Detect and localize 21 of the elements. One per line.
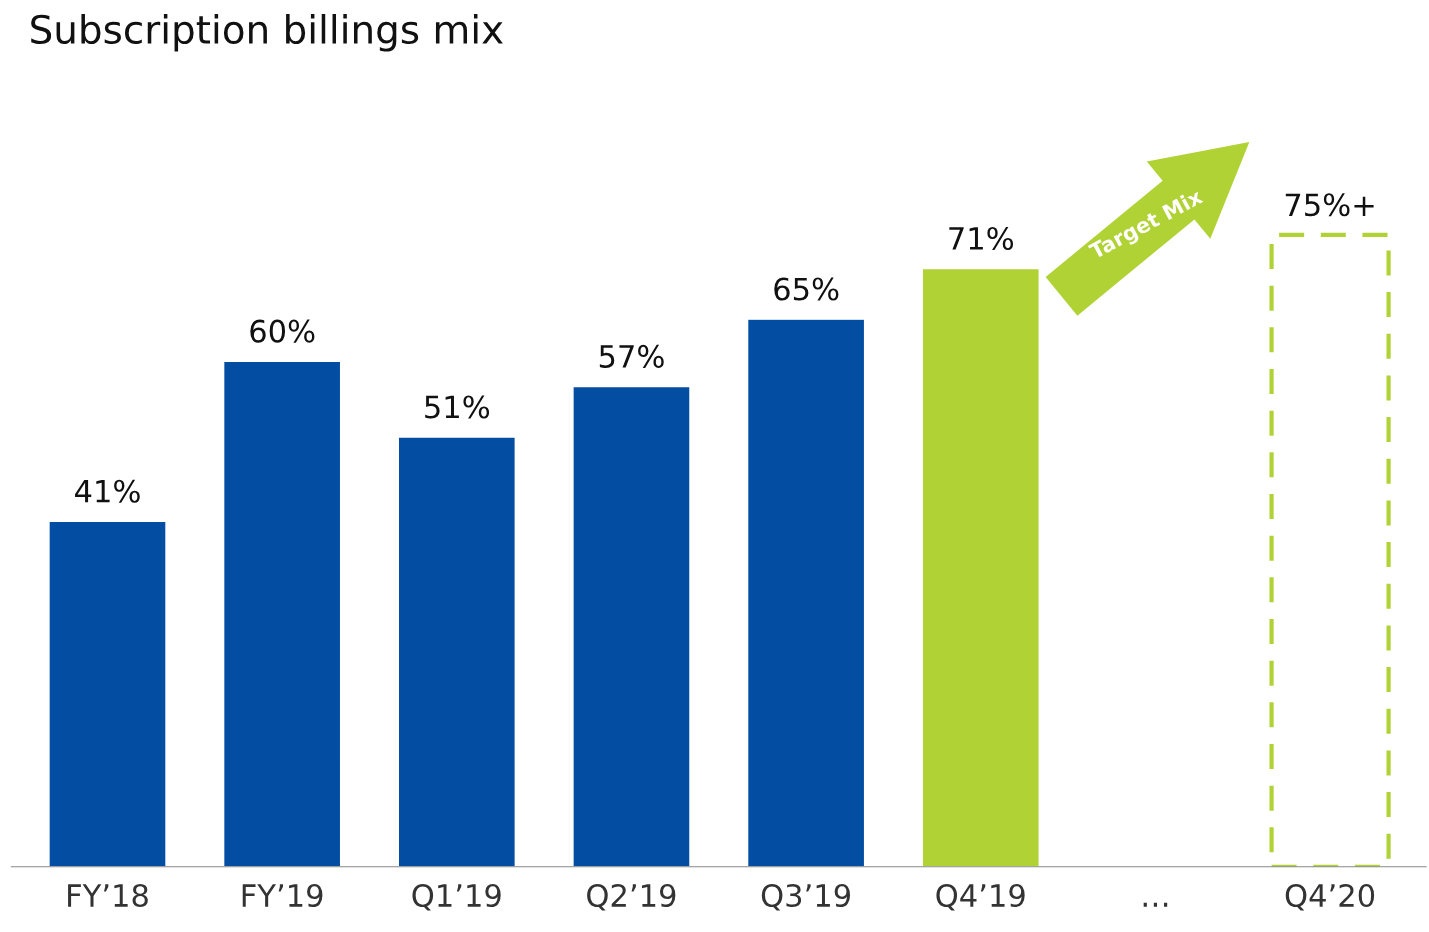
x-tick-label: …	[1143, 902, 1168, 907]
x-tick-label: FY’19	[242, 883, 323, 908]
x-tick-label: Q3’19	[761, 883, 851, 911]
x-tick-label: FY’18	[68, 883, 148, 908]
bar	[48, 520, 167, 867]
chart-title: Subscription billings mix	[31, 13, 503, 52]
x-tick-label: Q2’19	[587, 883, 676, 911]
bar	[572, 385, 691, 867]
x-tick-label: Q1’19	[412, 883, 501, 911]
data-label: 57%	[599, 344, 664, 368]
bar	[746, 318, 866, 867]
data-label: 51%	[425, 395, 490, 419]
data-label: 71%	[949, 226, 1014, 251]
data-label: 65%	[774, 277, 839, 301]
x-tick-label: Q4’20	[1285, 883, 1375, 911]
bar	[222, 360, 342, 867]
bar	[397, 436, 517, 867]
x-tick-label: Q4’19	[936, 883, 1025, 911]
data-label: 41%	[75, 479, 140, 503]
data-label: 75%+	[1285, 193, 1374, 217]
data-label: 60%	[250, 319, 315, 343]
